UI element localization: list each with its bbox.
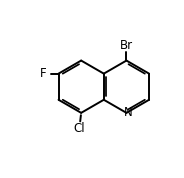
Text: Cl: Cl: [74, 122, 85, 135]
Text: N: N: [124, 106, 133, 119]
Text: F: F: [40, 67, 47, 80]
Text: Br: Br: [120, 39, 133, 52]
